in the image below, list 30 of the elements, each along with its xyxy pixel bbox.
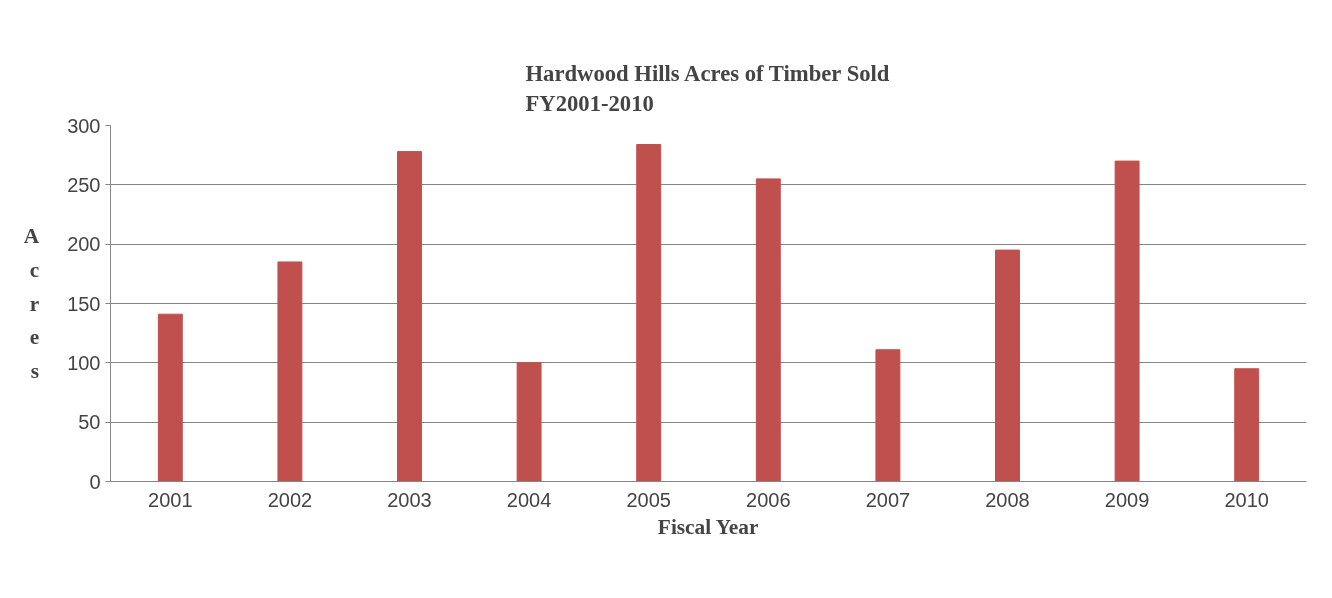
y-tick-label: 250 bbox=[67, 173, 101, 196]
bar bbox=[1114, 160, 1140, 482]
x-tick-label: 2010 bbox=[1224, 488, 1269, 511]
x-tick-label: 2007 bbox=[865, 488, 911, 511]
bar bbox=[995, 249, 1020, 482]
bar bbox=[1234, 368, 1260, 482]
y-axis-title: Acres bbox=[23, 224, 40, 383]
x-tick-label: 2009 bbox=[1104, 488, 1150, 511]
bar bbox=[755, 178, 781, 482]
y-tick-label: 50 bbox=[78, 411, 101, 434]
x-axis-title: Fiscal Year bbox=[657, 514, 759, 539]
y-tick-label: 0 bbox=[89, 470, 101, 493]
bar bbox=[397, 151, 422, 482]
x-tick-label: 2005 bbox=[626, 488, 671, 511]
y-tick-label: 100 bbox=[67, 351, 101, 374]
bar bbox=[875, 349, 901, 482]
x-tick-label: 2008 bbox=[985, 488, 1030, 511]
bar bbox=[516, 362, 542, 482]
y-tick-label: 150 bbox=[67, 292, 101, 315]
chart-title: Hardwood Hills Acres of Timber Sold FY2001-2010 bbox=[525, 60, 890, 116]
y-tick-label: 300 bbox=[67, 114, 101, 137]
bar bbox=[157, 313, 183, 482]
bar bbox=[277, 261, 303, 482]
x-tick-label: 2004 bbox=[506, 488, 552, 511]
x-tick-label: 2001 bbox=[148, 488, 193, 511]
x-tick-label: 2003 bbox=[387, 488, 432, 511]
y-tick-label: 200 bbox=[67, 233, 101, 256]
bar bbox=[636, 143, 662, 482]
x-tick-label: 2006 bbox=[746, 488, 791, 511]
x-tick-label: 2002 bbox=[267, 488, 313, 511]
